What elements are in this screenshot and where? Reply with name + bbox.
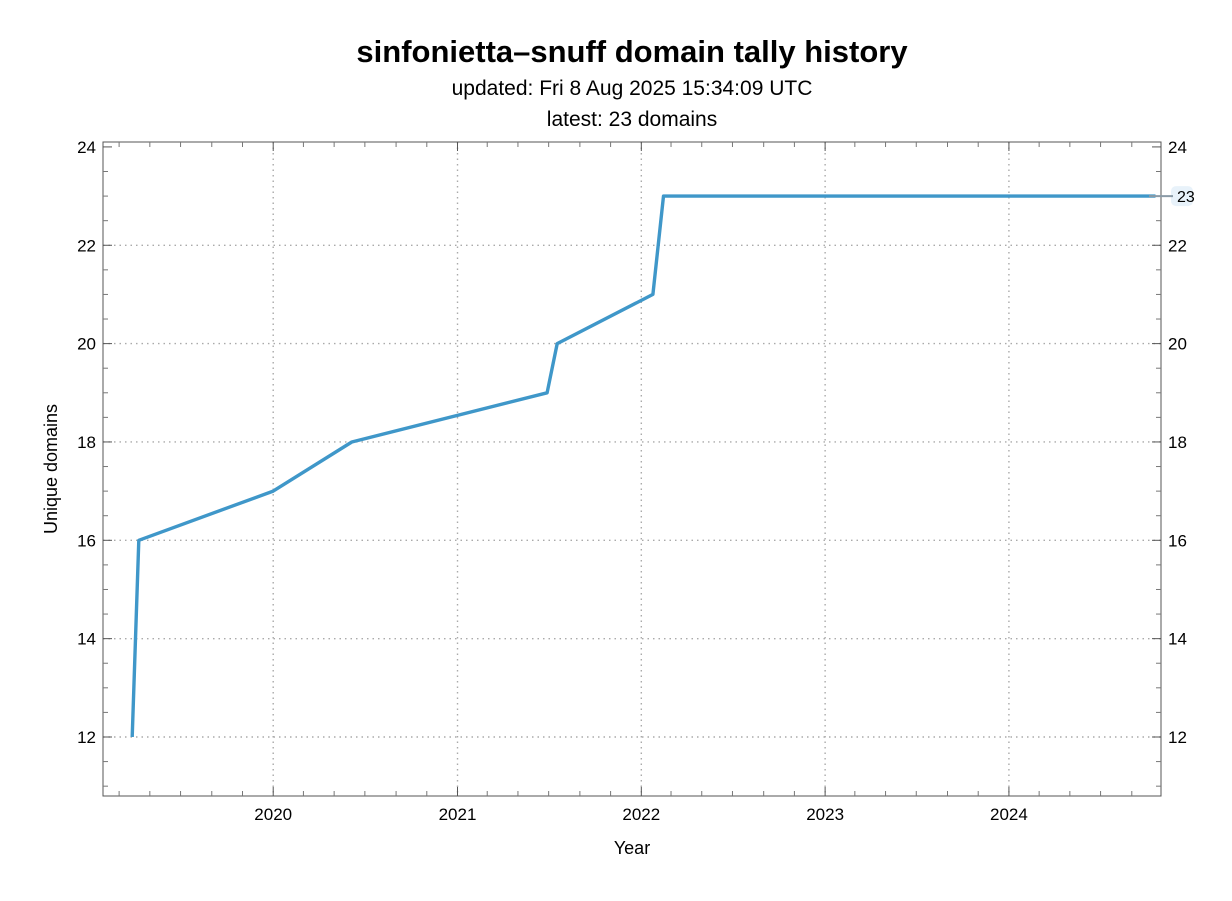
minor-ticks bbox=[103, 142, 1161, 796]
series-line bbox=[130, 194, 1156, 738]
latest-value-badge bbox=[1171, 186, 1193, 207]
series-layer bbox=[130, 194, 1156, 738]
grid-lines bbox=[103, 142, 1161, 796]
x-tick-label: 2020 bbox=[254, 805, 292, 824]
x-tick-label: 2023 bbox=[806, 805, 844, 824]
y-axis-label: Unique domains bbox=[41, 404, 61, 534]
y-tick-label-left: 14 bbox=[77, 630, 96, 649]
latest-value-label: 23 bbox=[1177, 189, 1195, 206]
y-tick-label-left: 20 bbox=[77, 335, 96, 354]
y-tick-label-right: 14 bbox=[1168, 630, 1187, 649]
chart-title: sinfonietta–snuff domain tally history bbox=[356, 34, 908, 69]
y-tick-label-right: 22 bbox=[1168, 236, 1187, 255]
y-tick-label-right: 12 bbox=[1168, 728, 1187, 747]
y-tick-label-right: 18 bbox=[1168, 433, 1187, 452]
x-tick-label: 2022 bbox=[622, 805, 660, 824]
y-tick-label-left: 24 bbox=[77, 138, 96, 157]
x-tick-label: 2024 bbox=[990, 805, 1028, 824]
chart-subtitle-updated: updated: Fri 8 Aug 2025 15:34:09 UTC bbox=[451, 77, 813, 100]
y-tick-label-right: 20 bbox=[1168, 335, 1187, 354]
y-tick-label-left: 22 bbox=[77, 236, 96, 255]
plot-frame bbox=[102, 141, 1162, 797]
chart-subtitle-latest: latest: 23 domains bbox=[546, 108, 718, 131]
x-tick-label: 2021 bbox=[439, 805, 477, 824]
y-tick-label-right: 24 bbox=[1168, 138, 1187, 157]
annotation-layer: 23 bbox=[1149, 186, 1195, 207]
x-tick-labels: 2020 2021 2022 2023 2024 bbox=[254, 805, 1028, 824]
y-tick-label-right: 16 bbox=[1168, 531, 1187, 550]
y-tick-labels-left: 12 14 16 18 20 22 24 bbox=[77, 138, 96, 747]
y-tick-labels-right: 12 14 16 18 20 22 24 bbox=[1168, 138, 1187, 747]
y-tick-label-left: 16 bbox=[77, 531, 96, 550]
x-axis-label: Year bbox=[614, 838, 650, 858]
y-tick-label-left: 18 bbox=[77, 433, 96, 452]
y-tick-label-left: 12 bbox=[77, 728, 96, 747]
